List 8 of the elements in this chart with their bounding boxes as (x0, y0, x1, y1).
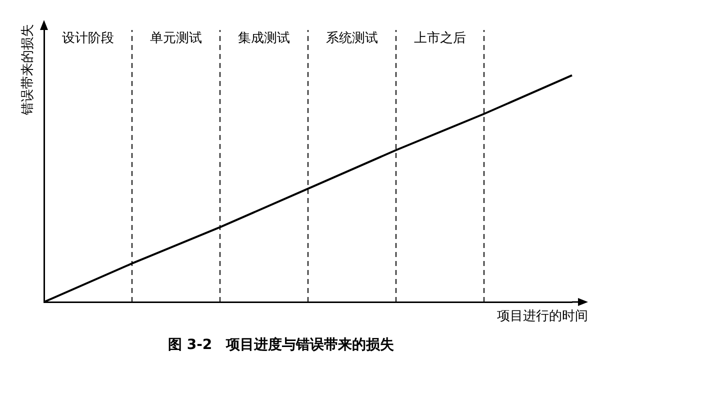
y-axis-title: 错误带来的损失 (20, 24, 36, 116)
text: 单元测试 (150, 30, 202, 46)
text: 上市之后 (414, 30, 466, 46)
text: 设计阶段 (62, 30, 114, 46)
text: 图 3-2 项目进度与错误带来的损失 (167, 336, 396, 354)
text: 系统测试 (326, 30, 378, 46)
text: 集成测试 (238, 30, 290, 46)
x-axis-title: 项目进行的时间 (497, 308, 588, 324)
